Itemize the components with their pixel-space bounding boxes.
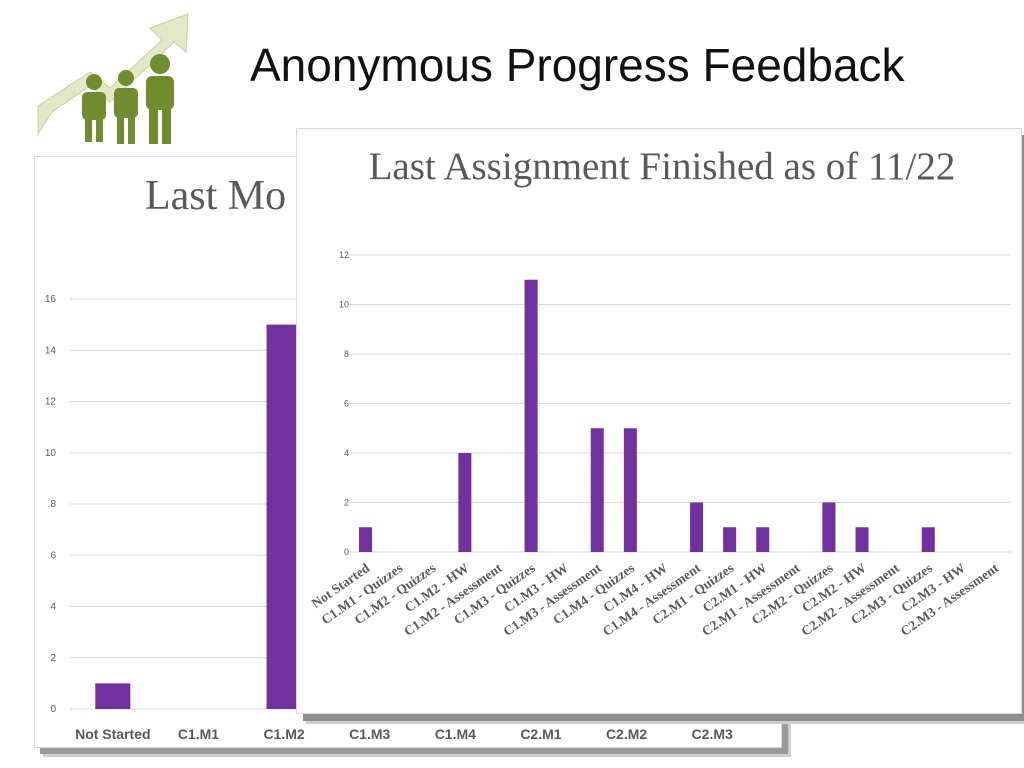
bar	[359, 527, 373, 552]
front-chart-card: Last Assignment Finished as of 11/22 0 2 4…	[296, 128, 1022, 714]
y-tick-label: 0	[344, 547, 349, 557]
back-chart-title: Last Mo	[145, 173, 287, 219]
y-tick-label: 0	[50, 704, 56, 715]
y-tick-label: 8	[344, 349, 349, 359]
bar	[266, 324, 302, 709]
x-tick-label: C1.M4	[435, 726, 476, 742]
bar	[822, 502, 836, 552]
y-tick-label: 6	[344, 399, 349, 409]
y-tick-label: 12	[339, 250, 349, 260]
x-tick-label: C2.M1	[520, 726, 561, 742]
x-tick-label: C1.M1	[178, 726, 219, 742]
people-growth-arrow-icon	[37, 13, 189, 144]
bar	[855, 527, 869, 552]
y-tick-label: 10	[45, 448, 57, 459]
y-tick-label: 2	[50, 653, 56, 664]
y-tick-label: 4	[344, 448, 349, 458]
bar	[756, 527, 770, 552]
y-tick-label: 10	[339, 300, 349, 310]
bar	[690, 502, 704, 552]
y-tick-label: 12	[45, 397, 57, 408]
slide-title: Anonymous Progress Feedback	[250, 39, 905, 91]
x-tick-label: C2.M3	[692, 726, 733, 742]
y-tick-label: 16	[45, 294, 57, 305]
y-tick-label: 2	[344, 498, 349, 508]
x-tick-label: C1.M2	[263, 726, 304, 742]
y-tick-label: 4	[50, 602, 56, 613]
x-tick-label: C1.M3	[349, 726, 390, 742]
y-tick-label: 6	[50, 550, 56, 561]
x-tick-label: C2.M2	[606, 726, 647, 742]
bar	[723, 527, 737, 552]
front-chart-title: Last Assignment Finished as of 11/22	[368, 145, 956, 188]
bar	[623, 428, 637, 552]
x-tick-label: Not Started	[75, 726, 150, 742]
bar	[590, 428, 604, 552]
bar	[524, 279, 538, 552]
y-tick-label: 14	[45, 345, 57, 356]
bar	[95, 683, 131, 709]
y-tick-label: 8	[50, 499, 56, 510]
bar	[458, 453, 472, 552]
bar	[921, 527, 935, 552]
